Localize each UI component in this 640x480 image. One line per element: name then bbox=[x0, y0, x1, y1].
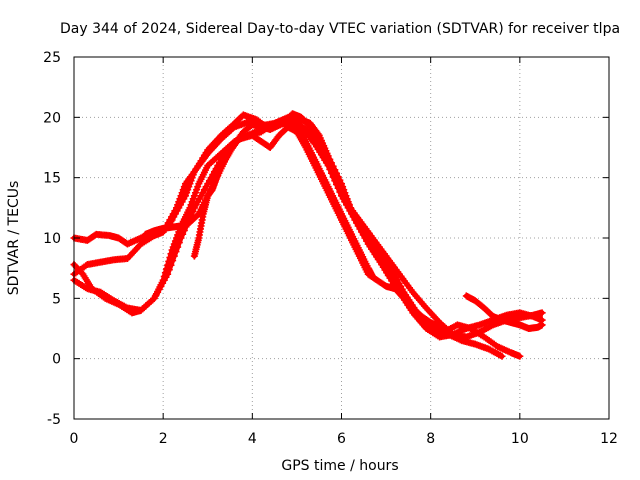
data-point bbox=[538, 321, 546, 329]
data-point bbox=[175, 239, 183, 247]
data-point bbox=[169, 257, 177, 265]
data-point bbox=[167, 217, 175, 225]
x-tick-label: 4 bbox=[248, 431, 257, 447]
chart-title: Day 344 of 2024, Sidereal Day-to-day VTE… bbox=[60, 21, 620, 37]
y-tick-label: 15 bbox=[43, 171, 61, 187]
y-tick-label: 5 bbox=[52, 291, 61, 307]
series-arc-2 bbox=[70, 110, 524, 360]
y-tick-label: 0 bbox=[52, 352, 61, 368]
data-point bbox=[165, 266, 173, 274]
data-point bbox=[332, 175, 340, 183]
data-point bbox=[339, 190, 347, 198]
series-layer bbox=[70, 110, 546, 360]
data-point bbox=[337, 186, 345, 194]
data-point bbox=[538, 309, 546, 317]
data-point bbox=[498, 352, 506, 360]
x-tick-label: 12 bbox=[600, 431, 618, 447]
x-tick-label: 0 bbox=[70, 431, 79, 447]
y-tick-label: 20 bbox=[43, 110, 61, 126]
ticks bbox=[73, 56, 610, 420]
y-axis-label: SDTVAR / TECUs bbox=[6, 181, 22, 296]
data-point bbox=[334, 179, 342, 187]
y-tick-label: 10 bbox=[43, 231, 61, 247]
x-tick-label: 8 bbox=[426, 431, 435, 447]
data-point bbox=[330, 171, 338, 179]
data-point bbox=[172, 248, 180, 256]
data-point bbox=[445, 327, 452, 335]
data-point bbox=[180, 226, 188, 234]
x-tick-label: 6 bbox=[337, 431, 346, 447]
data-point bbox=[335, 183, 343, 191]
y-tick-labels: -5 0 5 10 15 20 25 bbox=[43, 50, 61, 428]
series-arc-6 bbox=[141, 118, 377, 281]
x-axis-label: GPS time / hours bbox=[281, 458, 398, 474]
y-tick-label: -5 bbox=[47, 412, 61, 428]
data-point bbox=[189, 208, 197, 216]
data-point bbox=[167, 261, 175, 269]
data-point bbox=[170, 252, 178, 260]
data-point bbox=[516, 352, 524, 360]
data-point bbox=[177, 234, 185, 242]
data-point bbox=[305, 122, 313, 130]
y-tick-label: 25 bbox=[43, 50, 61, 66]
data-point bbox=[329, 168, 337, 176]
x-tick-label: 10 bbox=[511, 431, 529, 447]
data-point bbox=[340, 194, 348, 202]
series-arc-4 bbox=[70, 116, 546, 341]
x-tick-labels: 0 2 4 6 8 10 12 bbox=[70, 431, 618, 447]
x-tick-label: 2 bbox=[159, 431, 168, 447]
data-point bbox=[174, 243, 182, 251]
data-point bbox=[369, 273, 377, 281]
series-arc-7 bbox=[462, 292, 546, 332]
data-point bbox=[179, 230, 187, 238]
data-point bbox=[164, 270, 172, 278]
